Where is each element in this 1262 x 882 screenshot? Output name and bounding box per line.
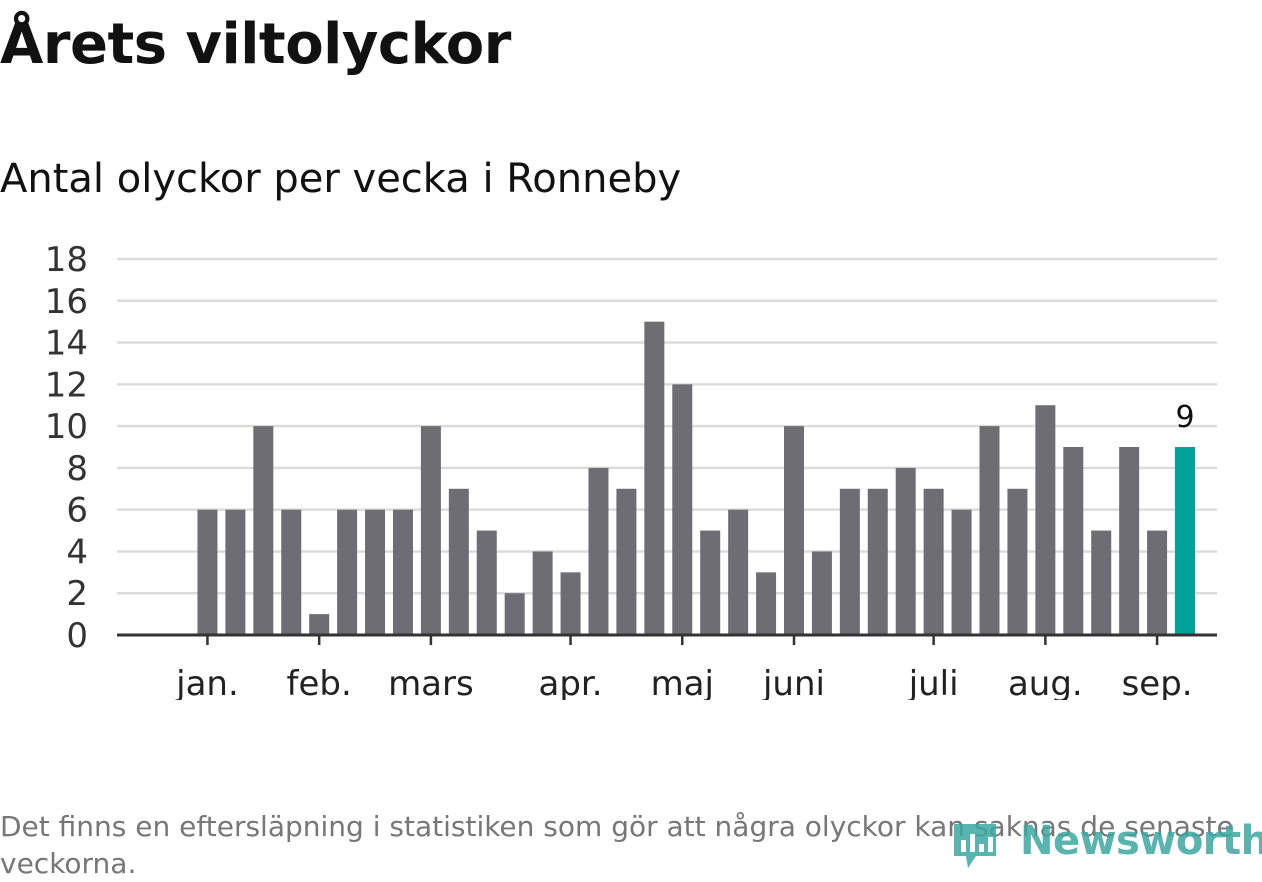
bar (672, 384, 693, 635)
bar (923, 488, 944, 635)
newsworthy-wordmark: Newsworthy (1020, 818, 1262, 864)
chart-title: Årets viltolyckor (0, 12, 511, 77)
data-labels: 9 (1175, 400, 1194, 435)
bar (783, 426, 804, 635)
bar (700, 530, 721, 635)
bar (644, 321, 665, 635)
x-tick-label: feb. (287, 664, 352, 700)
y-tick-label: 2 (66, 574, 88, 614)
x-tick-label: sep. (1122, 664, 1193, 700)
newsworthy-logo: Newsworthy (950, 818, 1262, 874)
bar (728, 509, 749, 635)
bar (225, 509, 246, 635)
bar (309, 614, 330, 635)
bar (756, 572, 777, 635)
bar (197, 509, 218, 635)
bar (560, 572, 581, 635)
chart-subtitle: Antal olyckor per vecka i Ronneby (0, 156, 682, 202)
y-tick-label: 12 (45, 365, 88, 405)
x-tick-label: maj (651, 664, 714, 700)
bar (1091, 530, 1112, 635)
bar (1007, 488, 1028, 635)
bar (365, 509, 386, 635)
y-tick-label: 6 (66, 491, 88, 531)
x-tick-label: juni (762, 664, 825, 700)
x-tick-label: juli (908, 664, 959, 700)
bar (1063, 447, 1084, 635)
bar (839, 488, 860, 635)
x-tick-label: mars (388, 664, 474, 700)
y-tick-label: 14 (45, 324, 88, 364)
y-tick-label: 10 (45, 407, 88, 447)
bar (1147, 530, 1168, 635)
bar (616, 488, 637, 635)
x-tick-label: jan. (175, 664, 239, 700)
y-tick-label: 16 (45, 282, 88, 322)
bar (476, 530, 497, 635)
x-tick-label: apr. (539, 664, 603, 700)
newsworthy-logo-icon (954, 824, 996, 868)
bar (895, 467, 916, 635)
bar (588, 467, 609, 635)
data-label: 9 (1175, 400, 1194, 435)
x-axis (117, 633, 1217, 645)
month-labels: jan. feb. mars apr. maj juni juli aug. sep. (175, 664, 1192, 700)
y-tick-label: 4 (66, 532, 88, 572)
bar (1119, 447, 1140, 635)
bar (448, 488, 469, 635)
bar (504, 593, 525, 635)
y-tick-label: 18 (45, 240, 88, 280)
bar (253, 426, 274, 635)
y-tick-label: 0 (66, 616, 88, 656)
bar (420, 426, 441, 635)
bar (337, 509, 358, 635)
bar (1035, 405, 1056, 635)
bars (197, 321, 1196, 635)
bar (979, 426, 1000, 635)
bar (951, 509, 972, 635)
y-tick-label: 8 (66, 449, 88, 489)
bar (811, 551, 832, 635)
x-tick-label: aug. (1008, 664, 1083, 700)
bar-highlighted (1175, 447, 1196, 635)
bar (392, 509, 413, 635)
bar (281, 509, 302, 635)
footnote: Det finns en eftersläpning i statistiken… (0, 810, 1234, 880)
bar (867, 488, 888, 635)
bar (532, 551, 553, 635)
